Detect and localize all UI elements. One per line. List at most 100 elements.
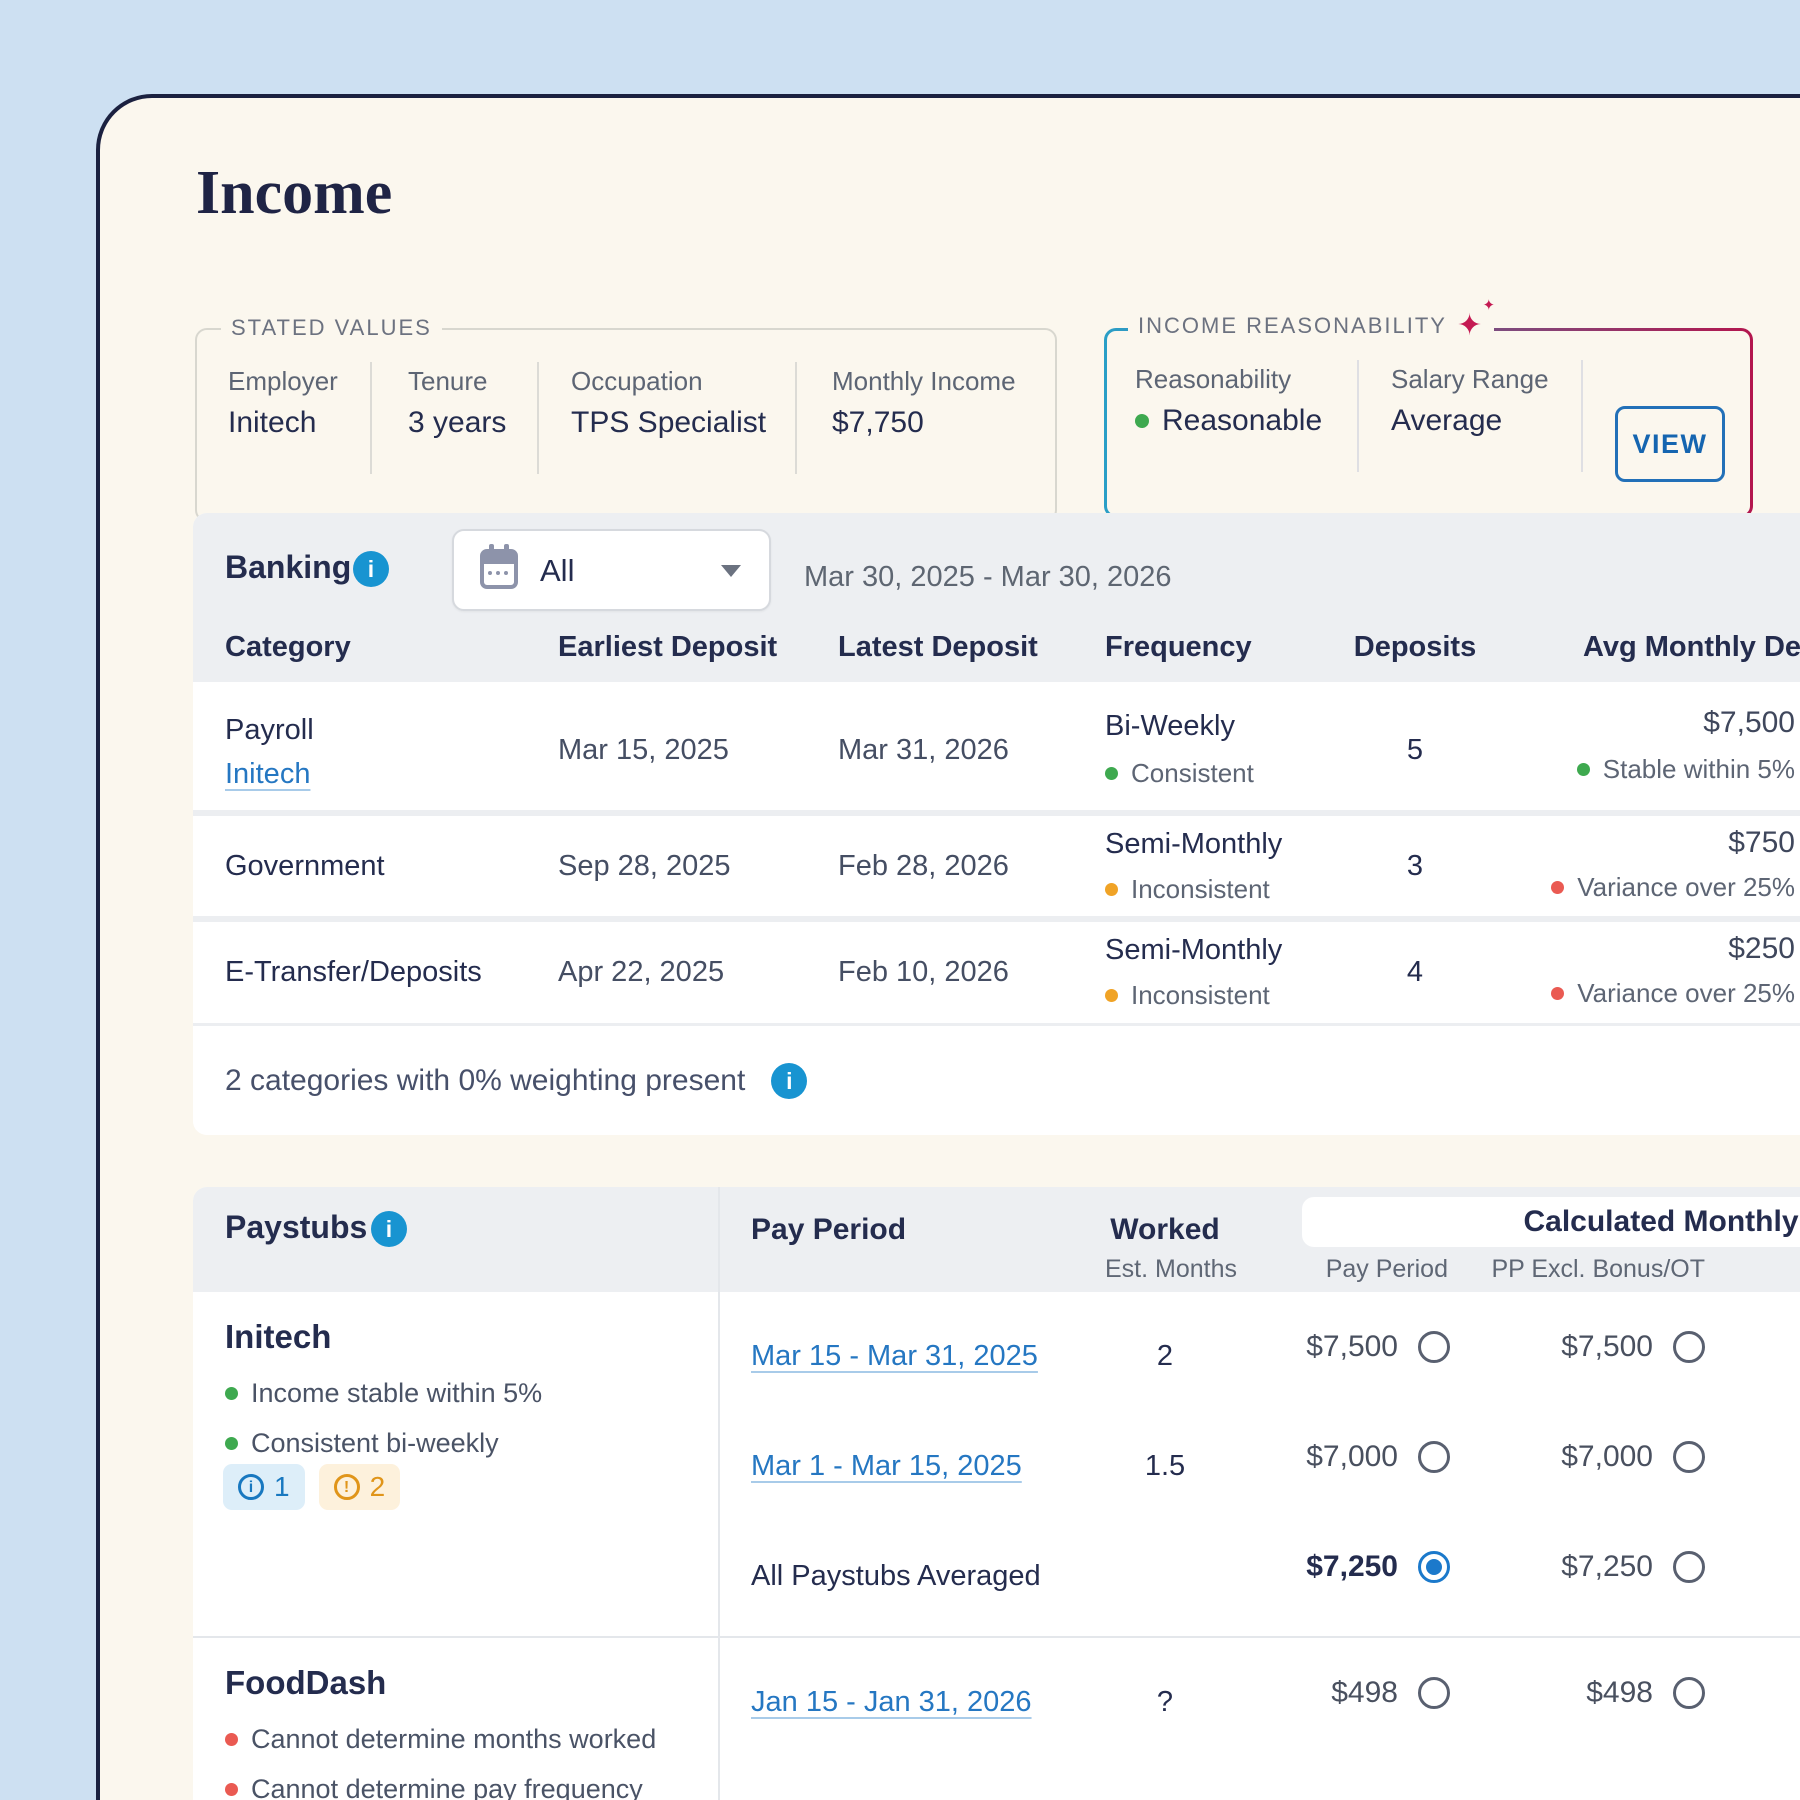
calculated-amount-cell: $7,250 xyxy=(1715,1550,1800,1584)
date-filter-dropdown[interactable]: All xyxy=(452,529,771,611)
banking-panel: Banking i All Mar 30, 2025 - Mar 30, 202… xyxy=(193,513,1800,1135)
frequency-cell: Semi-Monthly xyxy=(1105,934,1283,966)
banking-column-header: Avg Monthly Deposit xyxy=(1583,631,1800,663)
info-icon[interactable]: i xyxy=(371,1211,407,1247)
col-worked: Worked xyxy=(1110,1213,1220,1246)
employer-note-text: Cannot determine pay frequency xyxy=(251,1774,643,1800)
banking-column-header: Category xyxy=(225,631,351,663)
amount-radio[interactable] xyxy=(1673,1331,1705,1363)
banking-date-range: Mar 30, 2025 - Mar 30, 2026 xyxy=(804,561,1172,593)
amount-radio[interactable] xyxy=(1673,1677,1705,1709)
calculated-amount-cell: $7,250 xyxy=(1225,1550,1460,1584)
calculated-amount-cell: $498 xyxy=(1460,1676,1715,1710)
frequency-status-text: Inconsistent xyxy=(1131,980,1270,1010)
green-status-dot xyxy=(1105,767,1118,780)
info-icon[interactable]: i xyxy=(771,1062,808,1099)
calculated-amount-cell: $7,500 xyxy=(1715,1330,1800,1364)
calculated-amount-cell: $7,500 xyxy=(1225,1330,1460,1364)
circled-info-icon: i xyxy=(238,1474,264,1500)
pay-period-label: All Paystubs Averaged xyxy=(751,1560,1041,1592)
reasonability-field-text: Reasonable xyxy=(1162,404,1323,437)
frequency-status: Consistent xyxy=(1105,758,1254,789)
page-title: Income xyxy=(196,159,393,227)
employer-block: FoodDash Cannot determine months worked Ca… xyxy=(193,1636,1800,1800)
warning-count-badge[interactable]: ! 2 xyxy=(318,1464,401,1510)
stated-value-label: Occupation xyxy=(571,366,703,396)
avg-monthly-cell: $250 xyxy=(1728,932,1795,965)
earliest-deposit-cell: Apr 22, 2025 xyxy=(558,956,725,988)
red-status-dot xyxy=(225,1733,238,1746)
earliest-deposit-cell: Sep 28, 2025 xyxy=(558,850,731,882)
income-reasonability-legend: INCOME REASONABILITY ✦ ✦ xyxy=(1128,298,1495,341)
red-status-dot xyxy=(225,1783,238,1796)
col-sub-pay-period: Pay Period xyxy=(1325,1255,1448,1283)
col-sub-pp-excl: PP Excl. Bonus/OT xyxy=(1491,1255,1705,1283)
chevron-down-icon xyxy=(721,565,741,577)
table-row: Government Sep 28, 2025 Feb 28, 2026 Semi-M… xyxy=(193,810,1800,916)
reasonability-field-value: Reasonable xyxy=(1135,404,1322,438)
deposits-cell: 4 xyxy=(1406,956,1424,988)
employer-name: Initech xyxy=(225,1318,332,1355)
amount-radio[interactable] xyxy=(1673,1441,1705,1473)
view-button[interactable]: VIEW xyxy=(1615,406,1725,482)
latest-deposit-cell: Mar 31, 2026 xyxy=(838,734,1009,766)
employer-note: Cannot determine pay frequency xyxy=(225,1774,643,1800)
stated-value-value: Initech xyxy=(228,406,317,439)
pay-period-link[interactable]: Mar 1 - Mar 15, 2025 xyxy=(751,1450,1022,1482)
paystubs-header: Paystubs i Pay Period Worked Est. Months… xyxy=(193,1187,1800,1292)
avg-monthly-status-text: Variance over 25% xyxy=(1577,872,1795,902)
frequency-status-text: Consistent xyxy=(1131,758,1254,788)
deposits-cell: 5 xyxy=(1406,734,1424,766)
amount-radio[interactable] xyxy=(1418,1677,1450,1709)
amount-radio[interactable] xyxy=(1673,1551,1705,1583)
amount-value: $7,000 xyxy=(1561,1440,1653,1473)
deposits-cell: 3 xyxy=(1406,850,1424,882)
pay-period-link[interactable]: Mar 15 - Mar 31, 2025 xyxy=(751,1340,1038,1372)
orange-status-dot xyxy=(1105,989,1118,1002)
col-pay-period: Pay Period xyxy=(751,1213,907,1246)
divider xyxy=(1581,360,1583,472)
calculated-amount-cell: $7,000 xyxy=(1225,1440,1460,1474)
amount-radio[interactable] xyxy=(1418,1331,1450,1363)
calculated-amount-cell: $498 xyxy=(1715,1676,1800,1710)
paystubs-panel: Paystubs i Pay Period Worked Est. Months… xyxy=(193,1187,1800,1800)
stated-values-legend: STATED VALUES xyxy=(221,315,442,341)
banking-column-header: Latest Deposit xyxy=(838,631,1038,663)
frequency-cell: Bi-Weekly xyxy=(1105,710,1235,742)
paystub-row: Jan 15 - Jan 31, 2026? $498 $498 $498 xyxy=(193,1648,1800,1758)
badge-count: 1 xyxy=(274,1471,290,1502)
table-row: Payroll Initech Mar 15, 2025 Mar 31, 2026 Bi… xyxy=(193,682,1800,810)
calculated-amount-cell: $7,250 xyxy=(1460,1550,1715,1584)
avg-monthly-status: Variance over 25% xyxy=(1393,978,1795,1009)
employer-note: Consistent bi-weekly xyxy=(225,1428,499,1459)
circled-alert-icon: ! xyxy=(333,1474,360,1500)
avg-monthly-cell: $7,500 xyxy=(1703,706,1795,739)
pay-period-link[interactable]: Jan 15 - Jan 31, 2026 xyxy=(751,1686,1032,1718)
amount-value: $7,250 xyxy=(1306,1550,1398,1583)
banking-header: Banking i All Mar 30, 2025 - Mar 30, 202… xyxy=(193,513,1800,682)
category-employer-link[interactable]: Initech xyxy=(225,758,311,790)
avg-monthly-status-text: Stable within 5% xyxy=(1602,754,1795,784)
calculated-amount-cell: $7,000 xyxy=(1715,1440,1800,1474)
employer-note: Income stable within 5% xyxy=(225,1378,542,1409)
worked-months-cell: 1.5 xyxy=(1144,1450,1186,1482)
col-worked-sub: Est. Months xyxy=(1105,1255,1237,1283)
banking-footnote: 2 categories with 0% weighting present xyxy=(225,1063,746,1097)
frequency-status: Inconsistent xyxy=(1105,874,1270,905)
divider xyxy=(1357,360,1359,472)
paystubs-title: Paystubs xyxy=(225,1209,368,1245)
stated-value-label: Employer xyxy=(228,366,338,396)
employer-name: FoodDash xyxy=(225,1664,387,1701)
paystub-row: Mar 15 - Mar 31, 2025 2 $7,500 $7,500 $7,500 xyxy=(193,1302,1800,1412)
badge-count: 2 xyxy=(369,1471,386,1502)
category-cell: Government xyxy=(225,850,385,882)
calendar-icon xyxy=(480,544,518,589)
calculated-amount-cell: $7,500 xyxy=(1460,1330,1715,1364)
amount-radio-selected[interactable] xyxy=(1418,1551,1450,1583)
banking-footnote-row: 2 categories with 0% weighting present i xyxy=(193,1023,1800,1135)
banking-title: Banking xyxy=(225,549,352,585)
amount-radio[interactable] xyxy=(1418,1441,1450,1473)
info-icon[interactable]: i xyxy=(353,551,389,587)
income-card: Income STATED VALUES Employer Initech Tenu… xyxy=(96,94,1800,1800)
